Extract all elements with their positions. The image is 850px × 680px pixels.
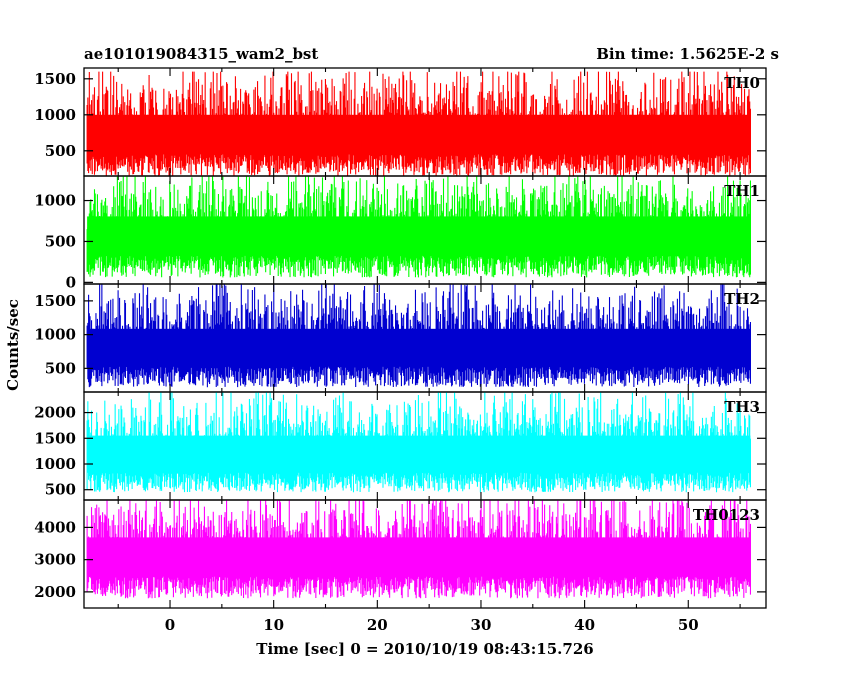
y-tick-label: 2000 (34, 583, 76, 601)
chart-title: ae101019084315_wam2_bst (84, 45, 318, 63)
x-axis-label: Time [sec] 0 = 2010/10/19 08:43:15.726 (256, 640, 593, 658)
y-tick-label: 3000 (34, 551, 76, 569)
panel-frame-th0123 (83, 499, 767, 609)
y-tick-label: 1500 (34, 429, 76, 447)
x-tick-label: 20 (367, 616, 388, 634)
y-tick-label: 1000 (34, 326, 76, 344)
y-tick-label: 1500 (34, 70, 76, 88)
series-th0-band (87, 114, 751, 155)
panel-label-th0: TH0 (724, 74, 760, 92)
x-tick-label: 50 (678, 616, 699, 634)
panel-label-th2: TH2 (724, 290, 760, 308)
y-tick-label: 4000 (34, 518, 76, 536)
y-tick-label: 1000 (34, 455, 76, 473)
y-tick-label: 500 (45, 142, 76, 160)
panel-label-th0123: TH0123 (693, 506, 760, 524)
y-tick-label: 1000 (34, 192, 76, 210)
x-tick-label: 0 (165, 616, 175, 634)
series-th0123-band (87, 537, 751, 577)
y-tick-label: 500 (45, 359, 76, 377)
x-tick-label: 30 (471, 616, 492, 634)
y-tick-label: 2000 (34, 404, 76, 422)
y-tick-label: 500 (45, 481, 76, 499)
x-tick-label: 40 (574, 616, 595, 634)
panel-label-th3: TH3 (724, 398, 760, 416)
series-th3-band (87, 435, 751, 473)
y-tick-label: 1500 (34, 292, 76, 310)
x-tick-label: 10 (263, 616, 284, 634)
y-axis-label: Counts/sec (4, 299, 22, 391)
panel-label-th1: TH1 (724, 182, 760, 200)
series-th2-band (87, 328, 751, 367)
y-tick-label: 0 (66, 273, 76, 291)
y-tick-label: 1000 (34, 106, 76, 124)
y-tick-label: 500 (45, 232, 76, 250)
series-th1-band (87, 216, 751, 256)
chart-subtitle: Bin time: 1.5625E-2 s (596, 45, 779, 63)
